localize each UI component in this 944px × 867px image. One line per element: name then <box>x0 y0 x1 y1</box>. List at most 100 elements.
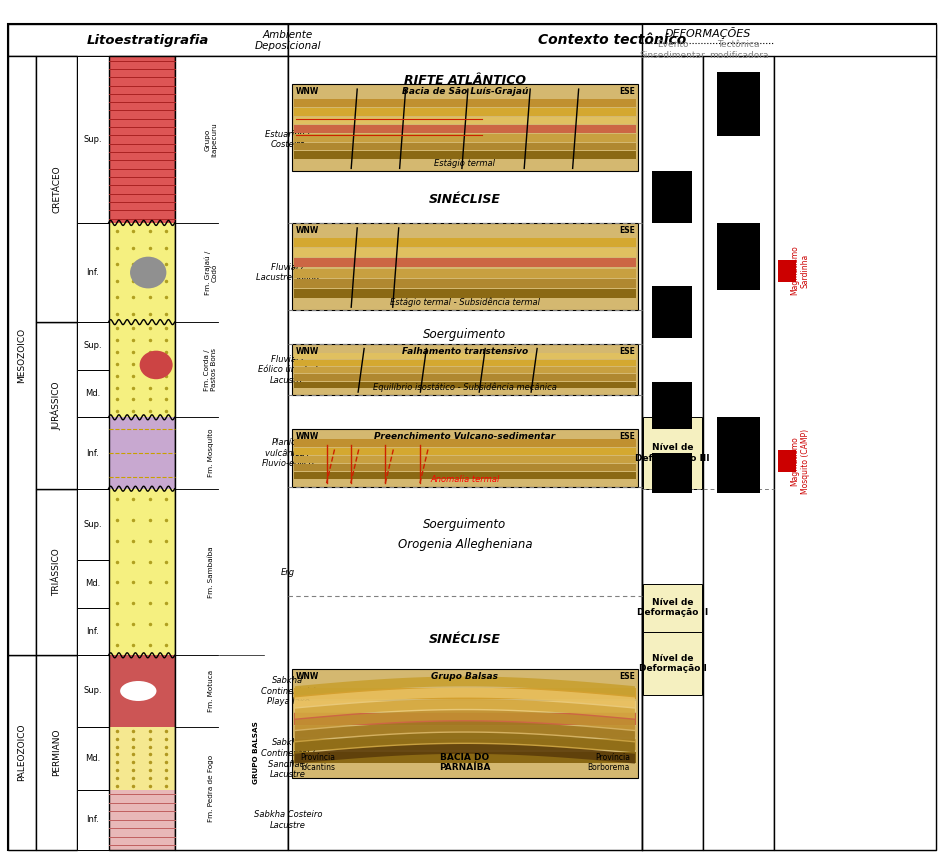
Text: TRIÁSSICO: TRIÁSSICO <box>52 548 61 596</box>
Bar <box>294 440 636 447</box>
Bar <box>652 286 692 338</box>
Bar <box>8 56 36 655</box>
Text: Contexto tectônico: Contexto tectônico <box>538 33 686 48</box>
Text: MESOZOICO: MESOZOICO <box>17 329 26 383</box>
Bar <box>109 56 175 850</box>
Text: BACIA DO
PARNAÍBA: BACIA DO PARNAÍBA <box>439 753 491 772</box>
Text: WNW: WNW <box>295 433 319 441</box>
Text: Sup.: Sup. <box>84 135 102 144</box>
Text: Grupo Balsas: Grupo Balsas <box>431 672 498 681</box>
Bar <box>294 269 636 277</box>
Bar <box>294 447 636 454</box>
Bar <box>294 688 636 699</box>
Text: Orogenia Allegheniana: Orogenia Allegheniana <box>397 538 532 551</box>
Bar <box>36 323 77 489</box>
Text: Erg: Erg <box>281 568 295 577</box>
Text: WNW: WNW <box>295 347 319 355</box>
Text: GRUPO BALSAS: GRUPO BALSAS <box>253 721 260 784</box>
Text: SINÉCLISE: SINÉCLISE <box>429 192 501 205</box>
Bar <box>294 360 636 366</box>
Bar <box>643 417 702 489</box>
Text: Sabkha
Continental /
Sandflat /
Lacustre: Sabkha Continental / Sandflat / Lacustre <box>261 739 314 779</box>
Bar <box>77 608 109 655</box>
Bar <box>292 223 638 310</box>
Bar <box>288 56 642 850</box>
Text: WNW: WNW <box>295 672 319 681</box>
Bar <box>288 24 936 56</box>
Bar <box>703 56 774 850</box>
Bar <box>294 108 636 115</box>
Bar <box>109 223 175 323</box>
Text: Md.: Md. <box>85 579 101 589</box>
Text: Planície
vulcânica /
Fluvio-eólico: Planície vulcânica / Fluvio-eólico <box>261 438 314 468</box>
Bar <box>77 417 109 489</box>
Text: ESE: ESE <box>619 87 635 96</box>
Text: Fm. Grajaú /
Codó: Fm. Grajaú / Codó <box>204 251 218 295</box>
Text: Magmatismo
Mosquito (CAMP): Magmatismo Mosquito (CAMP) <box>790 428 810 493</box>
Text: ESE: ESE <box>619 433 635 441</box>
Text: Fm. Corda /
Pastos Bons: Fm. Corda / Pastos Bons <box>205 349 217 391</box>
Text: Fm. Sambaíba: Fm. Sambaíba <box>208 546 214 598</box>
Bar <box>717 417 760 492</box>
Bar <box>77 369 109 417</box>
Bar <box>77 790 109 850</box>
Text: ESE: ESE <box>619 672 635 681</box>
Text: Bacia de São Luís-Grajaú: Bacia de São Luís-Grajaú <box>402 87 528 96</box>
Text: Falhamento transtensivo: Falhamento transtensivo <box>402 347 528 355</box>
Bar <box>294 367 636 374</box>
Bar <box>77 560 109 608</box>
Text: Soerguimento: Soerguimento <box>423 518 507 531</box>
Text: Província
Tocantins: Província Tocantins <box>300 753 336 772</box>
Text: Sabkha
Continental /
Playa lake: Sabkha Continental / Playa lake <box>261 676 314 706</box>
Bar <box>643 583 702 631</box>
Text: Inf.: Inf. <box>87 268 99 277</box>
Text: Inf.: Inf. <box>87 448 99 458</box>
Text: Md.: Md. <box>85 754 101 763</box>
Text: Sup.: Sup. <box>84 687 102 695</box>
Bar <box>109 655 175 727</box>
Bar <box>294 248 636 257</box>
Bar <box>294 279 636 288</box>
Text: Sup.: Sup. <box>84 520 102 529</box>
Text: Md.: Md. <box>85 389 101 398</box>
Bar <box>294 752 636 763</box>
Text: PALEOZOICO: PALEOZOICO <box>17 724 26 781</box>
Text: Ambiente
Deposicional: Ambiente Deposicional <box>255 29 321 51</box>
Text: WNW: WNW <box>295 226 319 235</box>
Bar <box>36 56 77 323</box>
Text: Grupo
Itapecuru: Grupo Itapecuru <box>205 122 217 157</box>
Bar <box>175 56 288 850</box>
Text: JURÁSSICO: JURÁSSICO <box>51 381 62 430</box>
Bar <box>8 655 36 850</box>
Bar <box>778 259 796 282</box>
Bar <box>292 84 638 172</box>
Text: RIFTE ATLÂNTICO: RIFTE ATLÂNTICO <box>404 74 526 87</box>
Text: Nível de
Deformação III: Nível de Deformação III <box>635 443 710 463</box>
Bar <box>77 727 109 790</box>
Bar <box>77 323 109 369</box>
Text: Tectônica
modificadora: Tectônica modificadora <box>709 40 768 60</box>
Bar <box>652 172 692 223</box>
Text: Fluvial /
Lacustre salino: Fluvial / Lacustre salino <box>257 263 319 283</box>
Bar <box>294 258 636 267</box>
Bar <box>294 353 636 359</box>
Text: Litoestratigrafia: Litoestratigrafia <box>87 34 209 47</box>
Text: SINÉCLISE: SINÉCLISE <box>429 633 501 646</box>
Ellipse shape <box>120 681 157 701</box>
Bar <box>8 24 288 56</box>
Bar <box>642 56 703 850</box>
Text: Nível de
Deformação II: Nível de Deformação II <box>637 598 708 617</box>
Text: Fm. Pedra de Fogo: Fm. Pedra de Fogo <box>208 754 214 822</box>
Text: Inf.: Inf. <box>87 627 99 636</box>
Bar <box>643 631 702 695</box>
Text: Evento
Sinsedimentar: Evento Sinsedimentar <box>640 40 705 60</box>
Bar <box>294 143 636 151</box>
Bar <box>294 116 636 124</box>
Text: Nível de
Deformação I: Nível de Deformação I <box>639 654 706 673</box>
Bar <box>36 655 77 850</box>
Bar <box>717 223 760 290</box>
Bar <box>294 739 636 750</box>
Bar <box>109 489 175 655</box>
Text: WNW: WNW <box>295 87 319 96</box>
Bar <box>294 238 636 247</box>
